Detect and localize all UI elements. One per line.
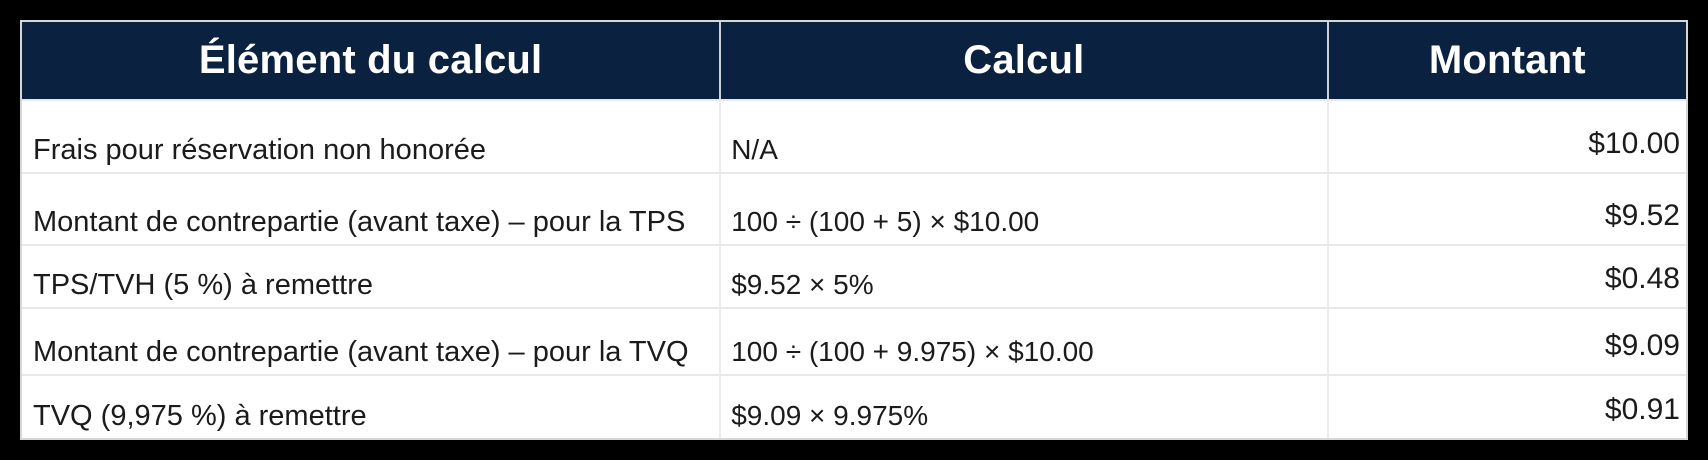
table-row-calc: 100 ÷ (100 + 5) × $10.00: [719, 172, 1327, 244]
column-header-calcul: Calcul: [719, 22, 1327, 99]
table-row-calc: N/A: [719, 99, 1327, 172]
table-row-amount: $10.00: [1326, 99, 1686, 172]
column-header-montant: Montant: [1326, 22, 1686, 99]
table-row-calc: $9.09 × 9.975%: [719, 374, 1327, 438]
table-row-calc: $9.52 × 5%: [719, 244, 1327, 307]
table-row-amount: $9.52: [1326, 172, 1686, 244]
table-row-amount: $9.09: [1326, 307, 1686, 374]
table-row-element: Montant de contrepartie (avant taxe) – p…: [22, 307, 720, 374]
tax-calculation-table: Élément du calcul Calcul Montant Frais p…: [20, 20, 1688, 440]
table-row-amount: $0.91: [1326, 374, 1686, 438]
table-row-element: Frais pour réservation non honorée: [22, 99, 720, 172]
table-row-element: Montant de contrepartie (avant taxe) – p…: [22, 172, 720, 244]
table-row-amount: $0.48: [1326, 244, 1686, 307]
table-row-element: TVQ (9,975 %) à remettre: [22, 374, 720, 438]
column-header-element: Élément du calcul: [22, 22, 720, 99]
table-row-calc: 100 ÷ (100 + 9.975) × $10.00: [719, 307, 1327, 374]
table-row-element: TPS/TVH (5 %) à remettre: [22, 244, 720, 307]
